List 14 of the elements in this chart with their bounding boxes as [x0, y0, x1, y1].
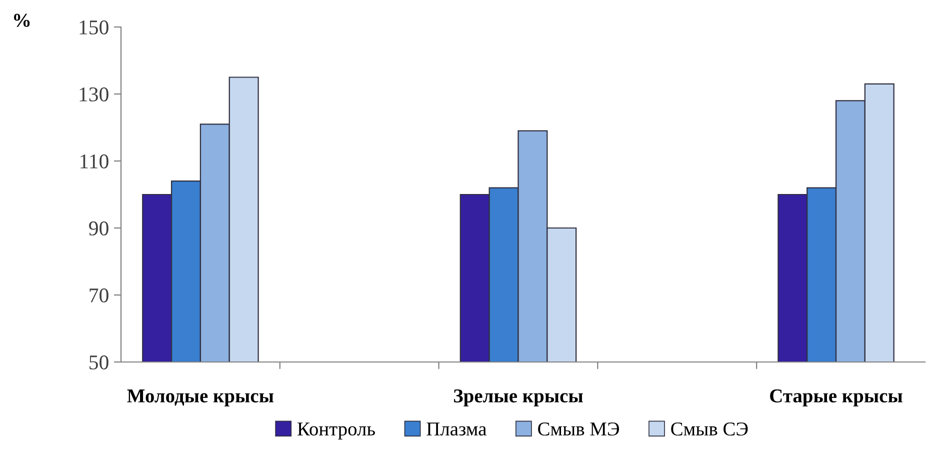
y-tick-label: 130: [80, 87, 108, 102]
y-tick-label: 150: [80, 20, 108, 34]
y-tick-label: 50: [90, 355, 108, 370]
legend-label: Смыв СЭ: [671, 422, 748, 436]
x-tick-label: Зрелые крысы: [454, 389, 583, 406]
y-tick-label: 110: [80, 154, 108, 168]
y-axis-title: %: [14, 14, 30, 27]
legend-label: Смыв МЭ: [538, 422, 619, 436]
legend-label: Плазма: [426, 422, 486, 436]
legend-label: Контроль: [298, 422, 375, 440]
x-tick-label: Молодые крысы: [127, 390, 274, 406]
x-tick-label: Старые крысы: [770, 389, 902, 406]
y-tick-label: 90: [89, 221, 108, 236]
y-tick-label: 70: [90, 288, 108, 302]
